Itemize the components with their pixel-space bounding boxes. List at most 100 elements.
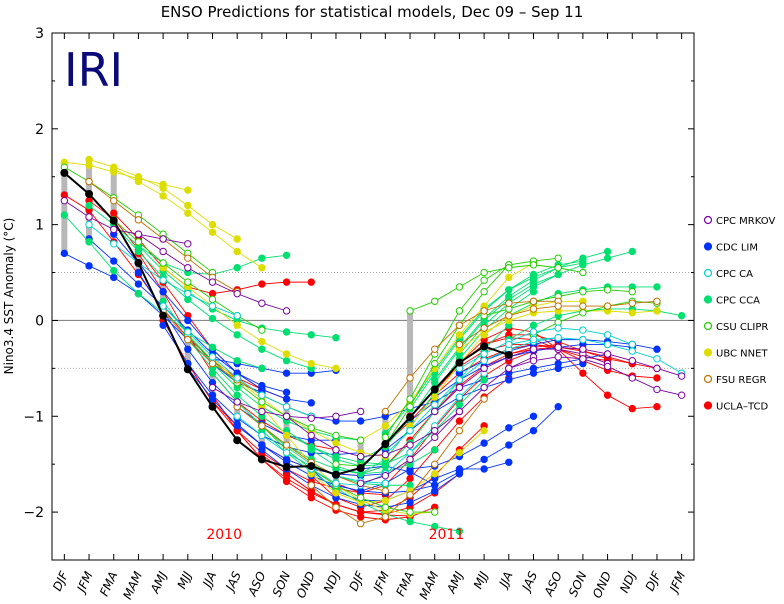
x-tick-label: JAS: [222, 569, 244, 595]
forecast-point: [381, 450, 390, 459]
forecast-point: [579, 309, 587, 317]
forecast-point: [85, 201, 93, 210]
forecast-point: [233, 331, 241, 339]
x-tick-label: FMA: [97, 569, 120, 598]
x-tick-label: OND: [294, 569, 318, 600]
forecast-path: [187, 334, 361, 441]
forecast-line: [455, 324, 636, 373]
legend-marker: [703, 401, 713, 410]
forecast-point: [356, 519, 365, 528]
forecast-path: [533, 300, 657, 336]
x-tick-label: JFM: [73, 569, 96, 596]
forecast-path: [384, 257, 559, 438]
forecast-point: [628, 288, 636, 296]
forecast-point: [628, 299, 636, 307]
forecast-point: [134, 177, 143, 186]
forecast-point: [529, 297, 538, 305]
x-tick-label: DJF: [346, 568, 367, 593]
forecast-point: [258, 391, 266, 399]
forecast-point: [529, 364, 538, 373]
forecast-line: [406, 261, 587, 315]
forecast-point: [85, 155, 93, 164]
model-forecast-lines: [60, 155, 686, 535]
forecast-path: [261, 406, 435, 515]
forecast-point: [233, 412, 241, 420]
legend-marker: [703, 268, 713, 278]
forecast-point: [332, 431, 340, 440]
forecast-point: [282, 395, 291, 403]
forecast-point: [282, 441, 291, 449]
forecast-point: [381, 503, 390, 511]
forecast-point: [554, 402, 562, 411]
observed-point: [331, 470, 340, 479]
observed-point: [430, 385, 439, 394]
forecast-point: [110, 196, 118, 205]
observed-point: [381, 440, 390, 449]
forecast-point: [356, 407, 365, 416]
legend-label: CPC MRKOV: [716, 216, 775, 227]
forecast-point: [110, 165, 118, 173]
x-tick-label: AMJ: [444, 569, 467, 596]
forecast-point: [677, 372, 686, 380]
forecast-point: [356, 417, 365, 425]
legend-marker: [703, 321, 713, 331]
observed-point: [109, 216, 118, 225]
forecast-point: [307, 331, 315, 339]
forecast-point: [628, 340, 636, 349]
forecast-point: [282, 356, 291, 365]
forecast-path: [508, 337, 682, 374]
forecast-point: [134, 230, 143, 238]
forecast-point: [85, 220, 93, 229]
legend-label: UCLA–TCD: [716, 402, 768, 413]
forecast-point: [628, 374, 636, 382]
forecast-point: [406, 468, 414, 476]
forecast-point: [85, 177, 93, 186]
forecast-point: [480, 465, 488, 473]
forecast-line: [455, 297, 661, 349]
forecast-line: [307, 395, 488, 528]
forecast-point: [85, 213, 93, 221]
forecast-point: [134, 289, 143, 298]
forecast-point: [603, 286, 612, 294]
forecast-point: [677, 391, 686, 399]
forecast-point: [431, 345, 439, 353]
forecast-point: [282, 350, 291, 358]
forecast-point: [159, 288, 167, 296]
forecast-point: [159, 302, 167, 310]
forecast-point: [258, 280, 266, 288]
legend-marker: [703, 295, 713, 304]
x-tick-label: MAM: [120, 569, 145, 602]
forecast-point: [381, 487, 390, 495]
x-tick-label: NDJ: [617, 569, 639, 595]
forecast-point: [455, 401, 464, 409]
x-tick-label: JFM: [370, 569, 393, 596]
observed-point: [356, 464, 365, 473]
forecast-point: [208, 314, 217, 323]
y-tick-label: 0: [35, 313, 44, 329]
legend-item: UCLA–TCD: [703, 401, 768, 413]
legend-marker: [703, 374, 713, 384]
forecast-point: [184, 240, 192, 248]
forecast-point: [184, 316, 192, 325]
forecast-point: [159, 235, 167, 243]
forecast-point: [282, 278, 291, 286]
legend-item: CPC MRKOV: [703, 215, 775, 227]
forecast-point: [184, 254, 192, 262]
chart-title: ENSO Predictions for statistical models,…: [161, 3, 584, 21]
forecast-point: [579, 345, 587, 353]
forecast-point: [455, 307, 464, 315]
forecast-point: [529, 321, 538, 329]
forecast-path: [360, 356, 534, 484]
forecast-point: [159, 321, 167, 329]
legend-label: CDC LIM: [716, 243, 758, 254]
forecast-point: [258, 446, 266, 454]
forecast-point: [406, 307, 414, 315]
observed-point: [257, 455, 266, 464]
forecast-point: [455, 417, 464, 425]
x-tick-label: ASO: [245, 569, 269, 599]
forecast-path: [434, 348, 608, 412]
forecast-point: [282, 477, 291, 486]
forecast-point: [60, 249, 69, 258]
forecast-point: [406, 474, 414, 483]
forecast-point: [554, 270, 562, 279]
